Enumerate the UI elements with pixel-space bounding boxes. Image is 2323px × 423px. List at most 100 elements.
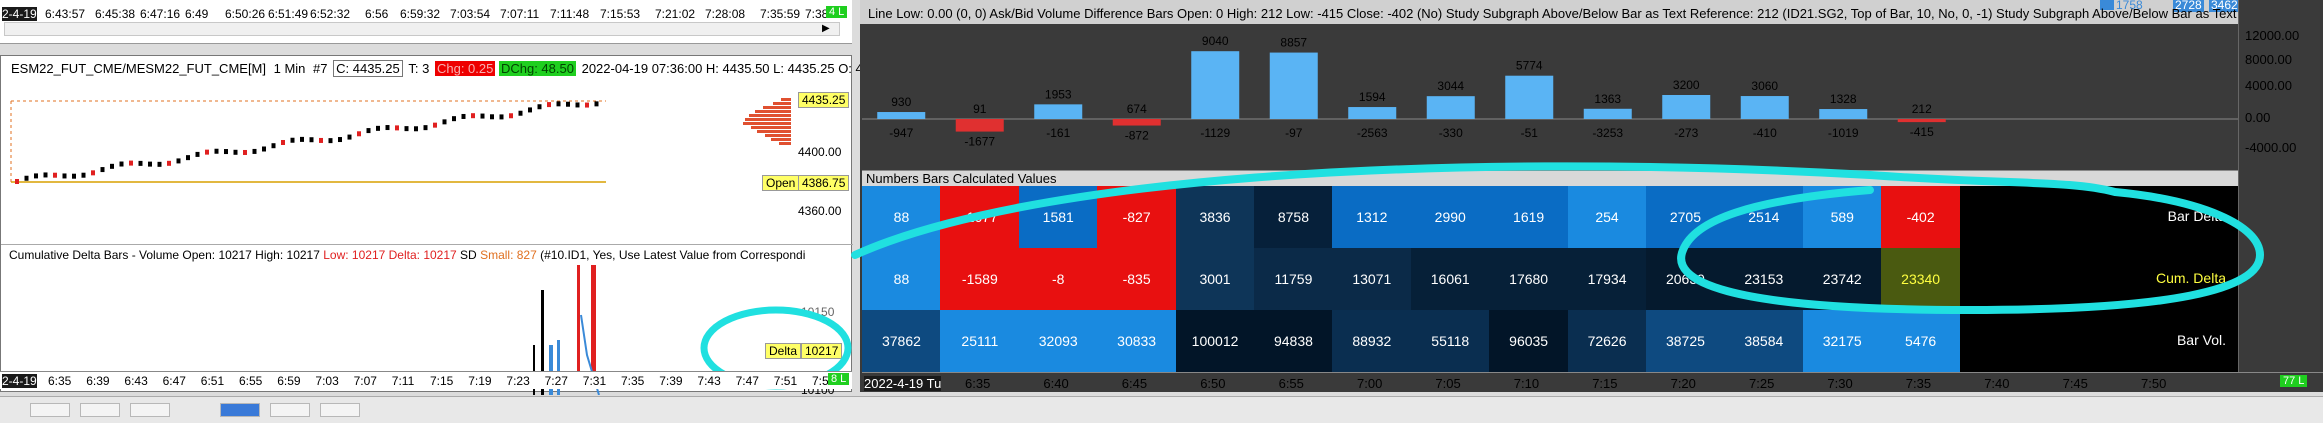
scale-tick: 12000.00 (2245, 28, 2300, 43)
axis-badge: 8 L (828, 373, 850, 385)
price-candle (53, 172, 57, 178)
price-candle (271, 143, 276, 149)
dchg-value: DChg: 48.50 (498, 61, 576, 76)
top-value-3: 3462 (2209, 0, 2240, 12)
time-axis-tick: 6:45 (1121, 376, 1148, 391)
difference-bar (1897, 119, 1946, 123)
time-axis-tick: 7:40 (1984, 376, 2010, 391)
price-candle (338, 137, 342, 143)
time-axis-tick: 7:31 (582, 374, 607, 388)
price-candle (72, 173, 76, 179)
time-axis-tick: 7:50 (2141, 376, 2167, 391)
bottom-tab[interactable] (80, 403, 120, 417)
price-candle (195, 151, 200, 157)
price-chart-panel[interactable]: ESM22_FUT_CME/MESM22_FUT_CME[M] 1 Min #7… (0, 55, 945, 397)
scroll-right-icon[interactable]: ▶ (822, 23, 830, 34)
time-axis-tick: 2-4-19 (2, 374, 37, 388)
price-candle (167, 160, 171, 166)
top-value-1: 1758 (2116, 0, 2143, 12)
grid-cell: 37862 (862, 310, 941, 372)
time-axis-tick: 7:00 (1357, 376, 1383, 391)
time-axis-tick: 6:55 (239, 374, 263, 388)
right-time-axis: 2022-4-19 Tu 6:35 6:40 6:45 6:50 6:55 7:00 7:05… (862, 372, 2323, 392)
top-blue-box (2100, 0, 2114, 10)
price-candle (575, 102, 580, 108)
price-candle (585, 102, 589, 108)
time-label: 7:07:11 (500, 7, 540, 21)
grid-cell: 254 (1567, 186, 1647, 248)
bottom-tab[interactable] (270, 403, 310, 417)
grid-cell: -1589 (940, 248, 1020, 310)
bar-below-value: -1677 (964, 135, 995, 149)
price-candle (129, 160, 133, 166)
price-label-4360: 4360.00 (798, 204, 842, 218)
price-candle (281, 139, 285, 145)
time-label: 6:51:49 (268, 7, 309, 21)
grid-cell: 11759 (1254, 248, 1333, 310)
bar-above-value: 1594 (1359, 90, 1386, 104)
time-label: 6:50:26 (225, 7, 266, 21)
volume-profile-bar (765, 134, 791, 137)
time-label: 7:15:53 (600, 7, 641, 21)
time-axis-tick: 7:23 (506, 374, 530, 388)
price-candle (499, 114, 504, 120)
time-axis-tick: 6:55 (1278, 376, 1304, 391)
price-candle (119, 161, 124, 167)
volume-profile-bar (751, 126, 791, 129)
price-label-4400: 4400.00 (798, 145, 842, 159)
grid-cell: 25111 (940, 310, 1020, 372)
cumulative-delta-study[interactable]: Cumulative Delta Bars - Volume Open: 102… (1, 244, 853, 397)
grid-cell: 3001 (1175, 248, 1255, 310)
time-label: 6:43:57 (45, 7, 86, 21)
time-axis-tick: 7:15 (430, 374, 454, 388)
price-candle (81, 172, 86, 178)
bar-below-value: -410 (1753, 126, 1777, 140)
bar-below-value: -415 (1910, 125, 1934, 139)
time-axis-tick: 7:10 (1513, 376, 1540, 391)
volume-profile-bar (771, 138, 791, 141)
price-candle (452, 116, 456, 122)
bar-below-value: -872 (1125, 129, 1149, 143)
grid-cell: 2990 (1410, 186, 1490, 248)
bar-above-value: 3200 (1673, 78, 1700, 92)
volume-profile-bar (781, 98, 791, 101)
price-candle (214, 148, 219, 154)
time-label: 7:28:08 (705, 7, 746, 21)
top-value-2: 2728 (2173, 0, 2204, 12)
price-candle (528, 107, 532, 113)
study-info-header: Line Low: 0.00 (0, 0) Ask/Bid Volume Dif… (868, 6, 2323, 21)
time-axis-tick: 7:43 (697, 374, 721, 388)
price-candle (233, 149, 238, 155)
price-candle (262, 146, 266, 152)
time-axis-tick: 6:35 (48, 374, 72, 388)
bottom-tab-active[interactable] (220, 403, 260, 417)
grid-cell: 23742 (1802, 248, 1882, 310)
price-candle (566, 101, 570, 107)
time-axis-tick: 6:35 (965, 376, 991, 391)
time-axis-tick: 7:51 (773, 374, 798, 388)
grid-cell: 13071 (1332, 248, 1412, 310)
price-candle (385, 125, 390, 131)
difference-bar (1740, 96, 1789, 119)
ask-bid-volume-difference-bars[interactable]: 930 -947 91 -1677 1953 -161 674 -872 9040 -1129 88… (862, 24, 2238, 169)
time-label: 6:45:38 (95, 7, 136, 21)
numbers-bars-grid: 88 -1677 1581 -827 3836 8758 1312 2990 1619 254 27… (862, 186, 2238, 372)
bottom-tab[interactable] (130, 403, 170, 417)
bottom-tab[interactable] (30, 403, 70, 417)
bar-above-value: 8857 (1280, 36, 1307, 50)
price-candle (480, 113, 485, 119)
price-candle (309, 137, 314, 143)
grid-cell: 5476 (1881, 310, 1961, 372)
price-candle (110, 163, 114, 169)
price-bars-svg (10, 98, 791, 184)
price-graph[interactable]: 4435.25 4400.00 Open 4386.75 4360.00 (1, 82, 853, 242)
volume-profile-bar (743, 122, 791, 125)
bottom-tab[interactable] (320, 403, 360, 417)
difference-bar (1819, 109, 1868, 119)
bottom-tab-bar[interactable] (0, 396, 2323, 423)
bar-above-value: 212 (1912, 102, 1932, 116)
time-axis-tick: 2022-4-19 Tu (864, 376, 942, 391)
bar-below-value: -1129 (1200, 126, 1230, 140)
grid-cell: 8758 (1254, 186, 1333, 248)
horizontal-scrollbar[interactable] (4, 22, 840, 36)
